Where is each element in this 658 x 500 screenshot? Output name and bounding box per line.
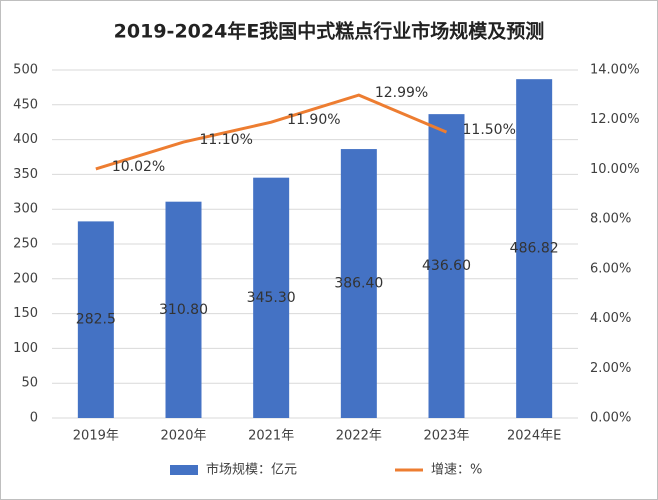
legend-label: 市场规模：亿元	[206, 462, 297, 478]
bar	[165, 201, 202, 418]
x-tick-label: 2023年	[423, 429, 469, 444]
line-value-label: 10.02%	[112, 159, 165, 175]
line	[95, 93, 448, 171]
bar-value-label: 386.40	[334, 276, 383, 292]
line-value-label: 12.99%	[375, 85, 428, 101]
y-tick-label: 300	[13, 202, 38, 217]
y2-tick-label: 14.00%	[590, 63, 640, 78]
y-tick-label: 0	[30, 411, 38, 426]
x-tick-label: 2022年	[336, 429, 382, 444]
y-tick-label: 50	[21, 376, 38, 391]
y2-tick-label: 2.00%	[590, 361, 631, 376]
x-tick-label: 2021年	[248, 429, 294, 444]
bar	[516, 79, 553, 418]
x-tick-label: 2019年	[73, 429, 119, 444]
legend-label: 增速：%	[431, 463, 482, 478]
bar-value-label: 486.82	[510, 241, 559, 257]
bar	[77, 221, 114, 418]
x-tick-label: 2020年	[160, 429, 206, 444]
y-tick-label: 250	[13, 237, 38, 252]
y-tick-label: 200	[13, 271, 38, 286]
y-tick-label: 150	[13, 306, 38, 321]
y2-tick-label: 12.00%	[590, 112, 640, 127]
y-tick-label: 400	[13, 132, 38, 147]
bar	[253, 177, 290, 418]
bar-value-label: 436.60	[422, 258, 471, 274]
bar-value-label: 282.5	[76, 312, 116, 328]
chart-title: 2019-2024年E我国中式糕点行业市场规模及预测	[114, 20, 545, 43]
bar-value-label: 310.80	[159, 302, 208, 318]
legend-swatch	[170, 465, 198, 475]
bar-value-label: 345.30	[247, 290, 296, 306]
y2-tick-label: 8.00%	[590, 212, 631, 227]
line-value-label: 11.10%	[200, 132, 253, 148]
x-tick-label: 2024年E	[507, 429, 561, 444]
bar	[428, 114, 465, 418]
y-tick-label: 100	[13, 341, 38, 356]
y-tick-label: 500	[13, 63, 38, 78]
line-value-label: 11.90%	[287, 112, 340, 128]
y2-tick-label: 6.00%	[590, 261, 631, 276]
bar	[340, 149, 377, 418]
line-value-label: 11.50%	[463, 122, 516, 138]
y2-tick-label: 4.00%	[590, 311, 631, 326]
y2-tick-label: 10.00%	[590, 162, 640, 177]
y2-tick-label: 0.00%	[590, 411, 631, 426]
y-tick-label: 350	[13, 167, 38, 182]
y-tick-label: 450	[13, 97, 38, 112]
